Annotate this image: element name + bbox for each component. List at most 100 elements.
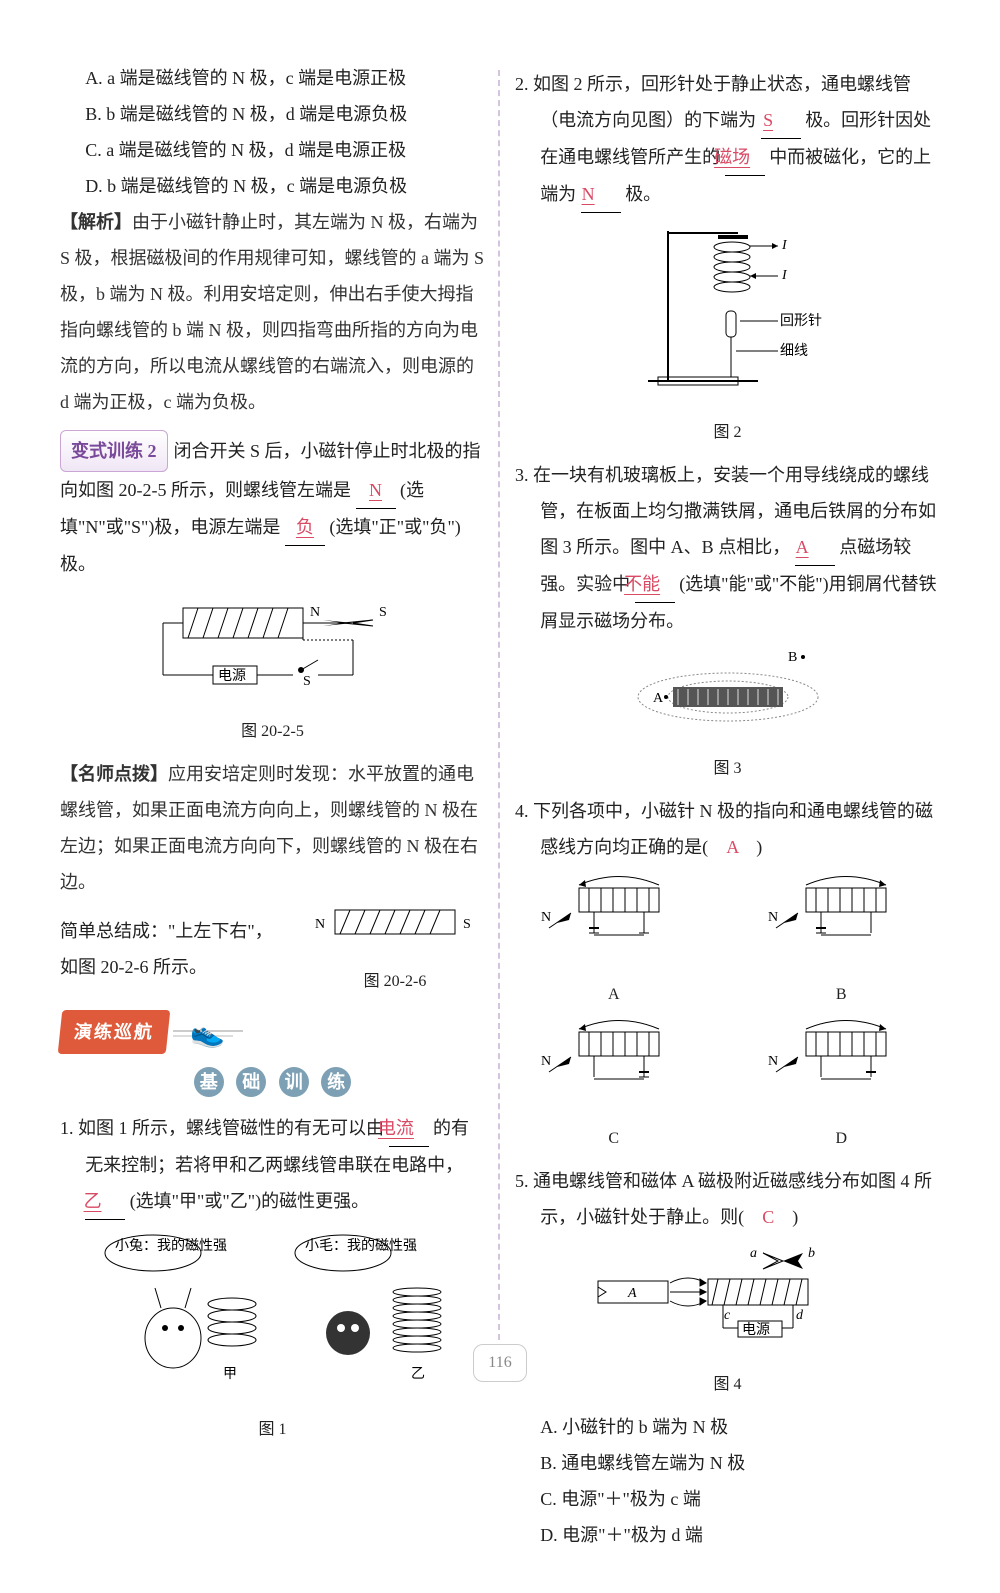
q2-t4: 极。 xyxy=(625,184,661,204)
q4c-n: N xyxy=(541,1054,551,1069)
fig2-i1: I xyxy=(781,238,788,253)
q3-ans1: A xyxy=(795,529,835,566)
compass-n: N xyxy=(310,605,320,620)
q5: 5. 通电螺线管和磁体 A 磁极附近磁感线分布如图 4 所示，小磁针处于静止。则… xyxy=(515,1163,940,1235)
left-column: A. a 端是磁线管的 N 极，c 端是电源正极 B. b 端是磁线管的 N 极… xyxy=(60,60,485,1553)
opt-a: A. a 端是磁线管的 N 极，c 端是电源正极 xyxy=(60,60,485,96)
fig4-b: b xyxy=(808,1246,815,1261)
q1-ans1: 电流 xyxy=(389,1110,429,1147)
q5-t2: ) xyxy=(774,1207,798,1227)
opt-c: C. a 端是磁线管的 N 极，d 端是电源正极 xyxy=(60,132,485,168)
fig-1: 小兔：我的磁性强 甲 小毛：我的磁性强 xyxy=(60,1228,485,1446)
fig-20-2-6-svg: N S xyxy=(305,900,485,950)
variant-block: 变式训练 2闭合开关 S 后，小磁针停止时北极的指向如图 20-2-5 所示，则… xyxy=(60,430,485,582)
q1-t3: (选填"甲"或"乙")的磁性更强。 xyxy=(130,1191,369,1211)
fig3-a: A xyxy=(653,691,664,706)
q4-opt-b-fig: N B xyxy=(766,873,916,1011)
q2-ans1: S xyxy=(761,102,801,139)
q4-opt-d-fig: N D xyxy=(766,1017,916,1155)
opt-b: B. b 端是磁线管的 N 极，d 端是电源负极 xyxy=(60,96,485,132)
fig2-i2: I xyxy=(781,268,788,283)
fig-20-2-5-svg: N S 电源 S xyxy=(143,590,403,700)
bubble-rabbit: 小兔：我的磁性强 xyxy=(115,1238,227,1254)
fig-1-label: 图 1 xyxy=(60,1414,485,1446)
compass-s: S xyxy=(379,605,387,620)
teacher-body-3: 如图 20-2-6 所示。 xyxy=(60,949,295,985)
q1: 1. 如图 1 所示，螺线管磁性的有无可以由 电流 的有无来控制；若将甲和乙两螺… xyxy=(60,1110,485,1220)
fig4-source: 电源 xyxy=(742,1322,770,1338)
q4-opt-a-fig: N A xyxy=(539,873,689,1011)
q4-b-label: B xyxy=(766,979,916,1011)
opt-d: D. b 端是磁线管的 N 极，c 端是电源负极 xyxy=(60,168,485,204)
q4-a-label: A xyxy=(539,979,689,1011)
analysis-body: 由于小磁针静止时，其左端为 N 极，右端为 S 极，根据磁极间的作用规律可知，螺… xyxy=(60,212,484,412)
q4-t2: ) xyxy=(738,837,762,857)
q1-ans2: 乙 xyxy=(85,1183,125,1220)
q5-opt-b: B. 通电螺线管左端为 N 极 xyxy=(515,1445,940,1481)
q4-opt-c-fig: N C xyxy=(539,1017,689,1155)
q2-ans3: N xyxy=(581,176,621,213)
fig-3-svg: B A xyxy=(618,647,838,737)
fig2-clip: 回形针 xyxy=(780,313,822,329)
fig-2: I I 回形针 细线 图 2 xyxy=(515,221,940,449)
fig-20-2-6-label: 图 20-2-6 xyxy=(305,966,485,998)
q3-ans2: 不能 xyxy=(635,566,675,603)
fig-20-2-6-n: N xyxy=(315,917,325,932)
variant-ans-1: N xyxy=(356,472,396,509)
q4-c-label: C xyxy=(539,1123,689,1155)
section-sub: 基 础 训 练 xyxy=(60,1064,485,1100)
fig-3-label: 图 3 xyxy=(515,753,940,785)
fig4-d: d xyxy=(796,1308,804,1323)
bubble-cat: 小毛：我的磁性强 xyxy=(305,1238,417,1254)
teacher-block: 【名师点拨】应用安培定则时发现：水平放置的通电螺线管，如果正面电流方向向上，则螺… xyxy=(60,756,485,900)
q5-t1: 5. 通电螺线管和磁体 A 磁极附近磁感线分布如图 4 所示，小磁针处于静止。则… xyxy=(515,1171,932,1227)
fig-20-2-6: N S 图 20-2-6 xyxy=(305,900,485,998)
analysis-label: 【解析】 xyxy=(60,212,132,232)
teacher-row: 简单总结成："上左下右"， 如图 20-2-6 所示。 N S 图 20-2-6 xyxy=(60,900,485,998)
fig2-thread: 细线 xyxy=(780,343,808,359)
q2: 2. 如图 2 所示，回形针处于静止状态，通电螺线管（电流方向见图）的下端为 S… xyxy=(515,66,940,213)
teacher-body-2: 简单总结成："上左下右"， xyxy=(60,913,295,949)
section-banner-text: 演练巡航 xyxy=(58,1010,171,1054)
q5-opt-c: C. 电源"＋"极为 c 端 xyxy=(515,1481,940,1517)
q1-t1: 1. 如图 1 所示，螺线管磁性的有无可以由 xyxy=(60,1118,384,1138)
q4: 4. 下列各项中，小磁针 N 极的指向和通电螺线管的磁感线方向均正确的是( A … xyxy=(515,793,940,865)
analysis-block: 【解析】由于小磁针静止时，其左端为 N 极，右端为 S 极，根据磁极间的作用规律… xyxy=(60,204,485,420)
fig-3: B A 图 3 xyxy=(515,647,940,785)
q4b-n: N xyxy=(768,910,778,925)
fig4-c: c xyxy=(724,1308,731,1323)
q4-t1: 4. 下列各项中，小磁针 N 极的指向和通电螺线管的磁感线方向均正确的是( xyxy=(515,801,933,857)
sub-1: 基 xyxy=(194,1067,224,1097)
q5-opt-a: A. 小磁针的 b 端为 N 极 xyxy=(515,1409,940,1445)
q2-ans2: 磁场 xyxy=(725,139,765,176)
sub-3: 训 xyxy=(279,1067,309,1097)
fig-20-2-5-label: 图 20-2-5 xyxy=(60,716,485,748)
q4a-n: N xyxy=(541,910,551,925)
q5-opt-d: D. 电源"＋"极为 d 端 xyxy=(515,1517,940,1553)
variant-ans-2: 负 xyxy=(285,509,325,546)
q3: 3. 在一块有机玻璃板上，安装一个用导线绕成的螺线管，在板面上均匀撒满铁屑，通电… xyxy=(515,457,940,639)
fig-20-2-6-s: S xyxy=(463,917,471,932)
sub-4: 练 xyxy=(321,1067,351,1097)
fig-4-svg: A a b 电源 xyxy=(588,1243,868,1353)
switch-label: S xyxy=(303,674,311,689)
q4d-n: N xyxy=(768,1054,778,1069)
section-banner: 演练巡航 👟 xyxy=(60,1010,485,1054)
fig-q4: N A N B xyxy=(515,873,940,1155)
fig-2-label: 图 2 xyxy=(515,417,940,449)
fig-20-2-5: N S 电源 S 图 20-2-5 xyxy=(60,590,485,748)
source-label: 电源 xyxy=(218,668,246,684)
fig4-a: a xyxy=(750,1246,757,1261)
teacher-label: 【名师点拨】 xyxy=(60,764,168,784)
q5-ans: C xyxy=(762,1207,774,1227)
page-number: 116 xyxy=(0,1344,1000,1382)
right-column: 2. 如图 2 所示，回形针处于静止状态，通电螺线管（电流方向见图）的下端为 S… xyxy=(515,60,940,1553)
variant-badge: 变式训练 2 xyxy=(60,430,168,472)
q4-ans: A xyxy=(726,837,738,857)
fig-2-svg: I I 回形针 细线 xyxy=(628,221,828,401)
sub-2: 础 xyxy=(236,1067,266,1097)
q4-d-label: D xyxy=(766,1123,916,1155)
column-divider xyxy=(498,70,500,1340)
fig4-A: A xyxy=(627,1286,637,1301)
fig3-b: B xyxy=(788,650,797,665)
